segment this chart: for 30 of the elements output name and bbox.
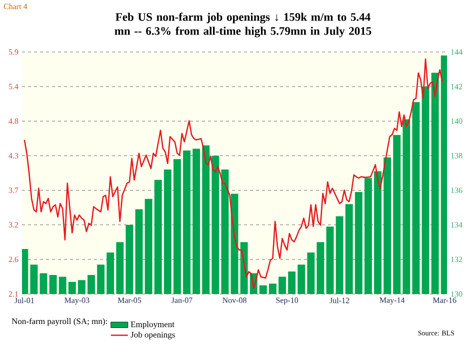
legend-title: Non-farm payroll (SA; mn):: [12, 318, 107, 326]
y-tick-label: 4.8: [8, 118, 18, 124]
y2-tick-label: 144: [451, 49, 462, 55]
y2-tick-label: 130: [451, 291, 462, 297]
y2-tick-label: 138: [451, 153, 462, 158]
x-tick-label: Mar-16: [432, 298, 456, 303]
x-tick-label: Mar-05: [118, 298, 142, 303]
x-tick-label: Nov-08: [222, 298, 246, 303]
y2-tick-label: 134: [451, 222, 462, 228]
y-tick-label: 5.9: [8, 49, 18, 55]
x-tick-label: Jul-12: [330, 298, 350, 304]
caption: Chart 4: [4, 4, 28, 10]
y2-tick-label: 136: [451, 188, 462, 193]
x-tick-label: Jan-07: [171, 298, 192, 303]
y-tick-label: 3.2: [8, 222, 18, 228]
x-tick-label: May-14: [380, 298, 405, 305]
y-tick-label: 5.4: [8, 84, 18, 90]
x-tick-label: Sep-10: [276, 298, 298, 305]
x-tick-label: Jul-01: [14, 298, 34, 304]
y2-tick-label: 140: [451, 118, 462, 124]
legend-label: Employment: [130, 321, 174, 329]
chart-title: Feb US non-farm job openings ↓ 159k m/m to 5.44 mn -- 6.3% from all-time high 5.79mn in July 2015: [114, 12, 372, 38]
y-tick-label: 4.3: [8, 153, 18, 158]
x-tick-label: May-03: [64, 298, 90, 305]
y2-tick-label: 132: [451, 256, 462, 262]
y-tick-label: 2.6: [8, 256, 18, 262]
legend-label: Job openings: [130, 332, 175, 340]
y2-tick-label: 142: [451, 84, 462, 90]
y-tick-label: 3.7: [8, 188, 18, 193]
y-tick-label: 2.1: [8, 291, 18, 297]
